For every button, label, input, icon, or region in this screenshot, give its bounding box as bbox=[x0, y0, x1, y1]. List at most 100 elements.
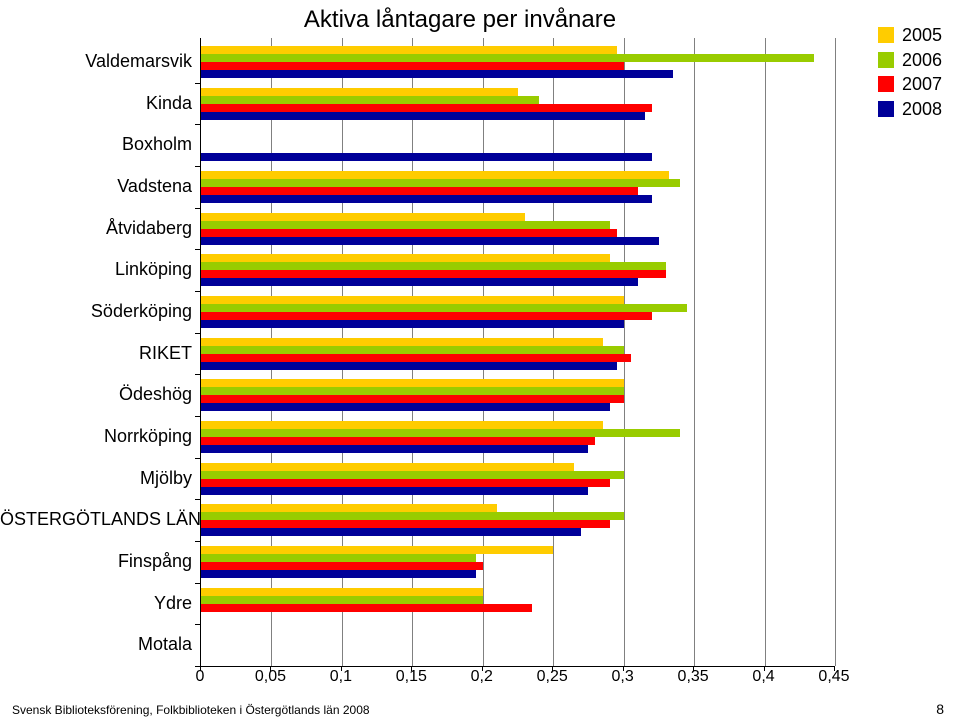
bar bbox=[201, 596, 483, 604]
category-label: Vadstena bbox=[0, 166, 192, 208]
bar bbox=[201, 54, 814, 62]
bar bbox=[201, 504, 497, 512]
x-tick-mark bbox=[411, 666, 412, 671]
category-label: Valdemarsvik bbox=[0, 41, 192, 83]
bar bbox=[201, 213, 525, 221]
bar bbox=[201, 479, 610, 487]
bar bbox=[201, 395, 624, 403]
bar bbox=[201, 520, 610, 528]
y-tick-mark bbox=[195, 291, 201, 292]
bar bbox=[201, 429, 680, 437]
grid-line bbox=[694, 38, 695, 666]
bar bbox=[201, 338, 603, 346]
y-tick-mark bbox=[195, 624, 201, 625]
bar bbox=[201, 471, 624, 479]
x-tick-mark bbox=[693, 666, 694, 671]
category-label: Boxholm bbox=[0, 124, 192, 166]
y-tick-mark bbox=[195, 374, 201, 375]
bar bbox=[201, 262, 666, 270]
bar bbox=[201, 421, 603, 429]
bar bbox=[201, 229, 617, 237]
bar bbox=[201, 554, 476, 562]
y-tick-mark bbox=[195, 333, 201, 334]
y-tick-mark bbox=[195, 416, 201, 417]
bar bbox=[201, 270, 666, 278]
bar bbox=[201, 570, 476, 578]
legend-item: 2008 bbox=[878, 98, 942, 121]
bar bbox=[201, 296, 624, 304]
legend: 2005 2006 2007 2008 bbox=[878, 24, 942, 122]
x-axis-tick-marks bbox=[200, 666, 834, 671]
bar bbox=[201, 96, 539, 104]
bar bbox=[201, 546, 553, 554]
bar bbox=[201, 403, 610, 411]
bar bbox=[201, 187, 638, 195]
y-tick-mark bbox=[195, 583, 201, 584]
bar bbox=[201, 487, 588, 495]
bar bbox=[201, 562, 483, 570]
legend-swatch-2005 bbox=[878, 27, 894, 43]
y-tick-mark bbox=[195, 249, 201, 250]
bar bbox=[201, 604, 532, 612]
bar bbox=[201, 354, 631, 362]
y-tick-mark bbox=[195, 458, 201, 459]
chart-title: Aktiva låntagare per invånare bbox=[200, 6, 720, 34]
y-tick-mark bbox=[195, 166, 201, 167]
y-tick-mark bbox=[195, 208, 201, 209]
x-tick-mark bbox=[834, 666, 835, 671]
chart-plot-area bbox=[200, 38, 835, 667]
y-tick-mark bbox=[195, 83, 201, 84]
category-label: Ödeshög bbox=[0, 374, 192, 416]
bar bbox=[201, 512, 624, 520]
x-tick-mark bbox=[200, 666, 201, 671]
bar bbox=[201, 254, 610, 262]
bar bbox=[201, 362, 617, 370]
bar bbox=[201, 70, 673, 78]
x-tick-mark bbox=[482, 666, 483, 671]
legend-label: 2005 bbox=[902, 24, 942, 47]
bar bbox=[201, 588, 483, 596]
x-tick-mark bbox=[764, 666, 765, 671]
category-label: ÖSTERGÖTLANDS LÄN bbox=[0, 499, 192, 541]
bar bbox=[201, 112, 645, 120]
bar bbox=[201, 46, 617, 54]
bar bbox=[201, 278, 638, 286]
y-tick-mark bbox=[195, 124, 201, 125]
category-label: Finspång bbox=[0, 541, 192, 583]
legend-item: 2007 bbox=[878, 73, 942, 96]
category-label: Norrköping bbox=[0, 416, 192, 458]
category-label: Linköping bbox=[0, 249, 192, 291]
legend-swatch-2007 bbox=[878, 76, 894, 92]
legend-label: 2008 bbox=[902, 98, 942, 121]
legend-label: 2006 bbox=[902, 49, 942, 72]
page-number: 8 bbox=[936, 701, 944, 717]
bar bbox=[201, 179, 680, 187]
bar bbox=[201, 88, 518, 96]
bar bbox=[201, 346, 624, 354]
bar bbox=[201, 221, 610, 229]
x-tick-mark bbox=[270, 666, 271, 671]
grid-line bbox=[835, 38, 836, 666]
bar bbox=[201, 312, 652, 320]
category-label: Ydre bbox=[0, 583, 192, 625]
bar bbox=[201, 320, 624, 328]
bar bbox=[201, 528, 581, 536]
bar bbox=[201, 195, 652, 203]
x-tick-mark bbox=[552, 666, 553, 671]
category-label: Kinda bbox=[0, 83, 192, 125]
bar bbox=[201, 237, 659, 245]
bar bbox=[201, 463, 574, 471]
bar bbox=[201, 387, 624, 395]
legend-swatch-2006 bbox=[878, 52, 894, 68]
bar bbox=[201, 304, 687, 312]
x-tick-mark bbox=[623, 666, 624, 671]
category-label: Åtvidaberg bbox=[0, 208, 192, 250]
legend-swatch-2008 bbox=[878, 101, 894, 117]
y-tick-mark bbox=[195, 499, 201, 500]
category-label: Mjölby bbox=[0, 458, 192, 500]
x-tick-mark bbox=[341, 666, 342, 671]
bar bbox=[201, 445, 588, 453]
bar bbox=[201, 104, 652, 112]
category-label: Söderköping bbox=[0, 291, 192, 333]
y-tick-mark bbox=[195, 541, 201, 542]
